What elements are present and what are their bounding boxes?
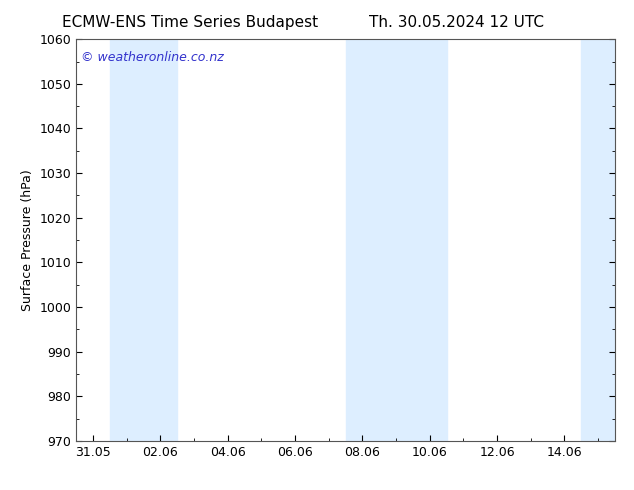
Text: Th. 30.05.2024 12 UTC: Th. 30.05.2024 12 UTC bbox=[369, 15, 544, 30]
Text: ECMW-ENS Time Series Budapest: ECMW-ENS Time Series Budapest bbox=[62, 15, 318, 30]
Bar bbox=[581, 39, 615, 441]
Text: © weatheronline.co.nz: © weatheronline.co.nz bbox=[81, 51, 224, 64]
Bar bbox=[346, 39, 446, 441]
Bar bbox=[110, 39, 177, 441]
Y-axis label: Surface Pressure (hPa): Surface Pressure (hPa) bbox=[21, 169, 34, 311]
